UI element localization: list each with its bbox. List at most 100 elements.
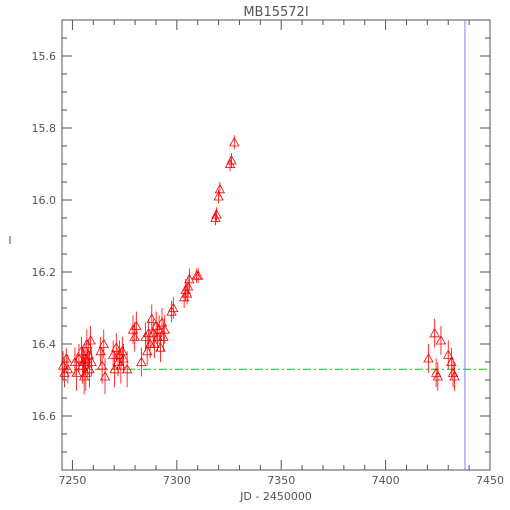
triangle-marker — [127, 324, 139, 334]
triangle-marker — [118, 353, 129, 363]
data-point — [213, 189, 224, 204]
triangle-marker — [184, 273, 195, 284]
triangle-marker — [429, 327, 440, 338]
data-point — [85, 326, 96, 355]
data-point — [192, 268, 204, 283]
data-point — [226, 153, 237, 168]
data-point — [121, 351, 133, 388]
data-point — [142, 336, 153, 366]
triangle-marker — [59, 367, 70, 377]
data-point — [57, 351, 69, 380]
data-point — [131, 311, 142, 341]
triangle-marker — [158, 331, 169, 341]
data-point — [156, 308, 168, 337]
x-axis-label: JD - 2450000 — [239, 490, 312, 503]
data-point — [62, 354, 74, 384]
y-tick-label: 16.4 — [32, 338, 57, 351]
triangle-marker — [152, 331, 163, 341]
y-tick-label: 16.2 — [32, 266, 57, 279]
x-tick-label: 7450 — [476, 474, 504, 487]
triangle-marker — [114, 349, 125, 359]
data-point — [429, 318, 440, 348]
x-tick-label: 7350 — [267, 474, 295, 487]
y-tick-label: 15.6 — [32, 50, 57, 63]
data-point — [423, 344, 434, 373]
data-point — [430, 358, 442, 388]
chart-title: MB15572I — [243, 5, 308, 20]
data-point — [153, 315, 165, 344]
triangle-marker — [107, 349, 119, 359]
data-point — [191, 268, 202, 283]
data-point — [214, 182, 226, 197]
triangle-marker — [117, 345, 128, 356]
triangle-marker — [447, 367, 459, 377]
triangle-marker — [210, 212, 221, 223]
triangle-marker — [121, 363, 133, 374]
data-point — [60, 347, 72, 370]
data-point — [149, 329, 160, 359]
data-point — [136, 347, 147, 377]
triangle-marker — [60, 353, 72, 363]
x-tick-label: 7250 — [58, 474, 86, 487]
data-point — [111, 333, 122, 362]
triangle-marker — [98, 338, 109, 349]
triangle-marker — [435, 335, 447, 345]
triangle-marker — [95, 345, 106, 356]
triangle-marker — [224, 158, 236, 169]
triangle-marker — [214, 183, 226, 194]
triangle-marker — [159, 324, 170, 334]
x-tick-label: 7400 — [372, 474, 400, 487]
data-point — [443, 340, 454, 370]
triangle-marker — [57, 360, 69, 370]
triangle-marker — [155, 342, 166, 352]
triangle-marker — [146, 313, 157, 323]
triangle-marker — [86, 356, 97, 367]
triangle-marker — [62, 363, 74, 374]
triangle-marker — [149, 338, 160, 349]
plot-frame — [61, 19, 491, 471]
y-tick-label: 15.8 — [32, 122, 57, 135]
triangle-marker — [115, 360, 127, 370]
data-point — [229, 135, 240, 150]
triangle-marker — [156, 317, 168, 327]
data-point — [107, 340, 119, 370]
data-point — [115, 347, 127, 384]
triangle-marker — [211, 209, 222, 219]
triangle-marker — [142, 345, 153, 356]
data-point — [159, 315, 170, 344]
data-point — [95, 336, 106, 366]
triangle-marker — [69, 356, 81, 367]
triangle-marker — [168, 302, 179, 313]
triangle-marker — [229, 137, 240, 147]
data-point — [168, 297, 179, 319]
triangle-marker — [148, 327, 159, 338]
data-point — [181, 282, 193, 305]
triangle-marker — [181, 288, 193, 298]
data-point — [447, 358, 459, 388]
triangle-marker — [178, 291, 190, 302]
plot-area: 7250 7300 7350 7400 7450 15.6 15.8 16.0 16.2 16.4… — [32, 19, 504, 487]
y-tick-label: 16.0 — [32, 194, 57, 207]
triangle-marker — [85, 335, 96, 345]
data-point — [129, 322, 140, 352]
data-point — [146, 304, 157, 334]
data-point — [117, 336, 128, 366]
triangle-marker — [99, 371, 111, 381]
triangle-marker — [449, 371, 460, 381]
triangle-marker — [423, 353, 434, 363]
triangle-marker — [129, 331, 140, 341]
x-tick-label: 7300 — [163, 474, 191, 487]
data-point — [98, 329, 109, 359]
triangle-marker — [192, 270, 204, 280]
triangle-marker — [443, 349, 454, 359]
triangle-marker — [140, 331, 151, 341]
data-point — [86, 347, 97, 377]
data-point — [435, 326, 447, 355]
data-point — [184, 268, 195, 290]
triangle-marker — [153, 324, 165, 334]
data-point — [182, 275, 194, 298]
data-point — [432, 362, 443, 391]
data-point — [449, 362, 460, 391]
data-point — [99, 358, 111, 395]
